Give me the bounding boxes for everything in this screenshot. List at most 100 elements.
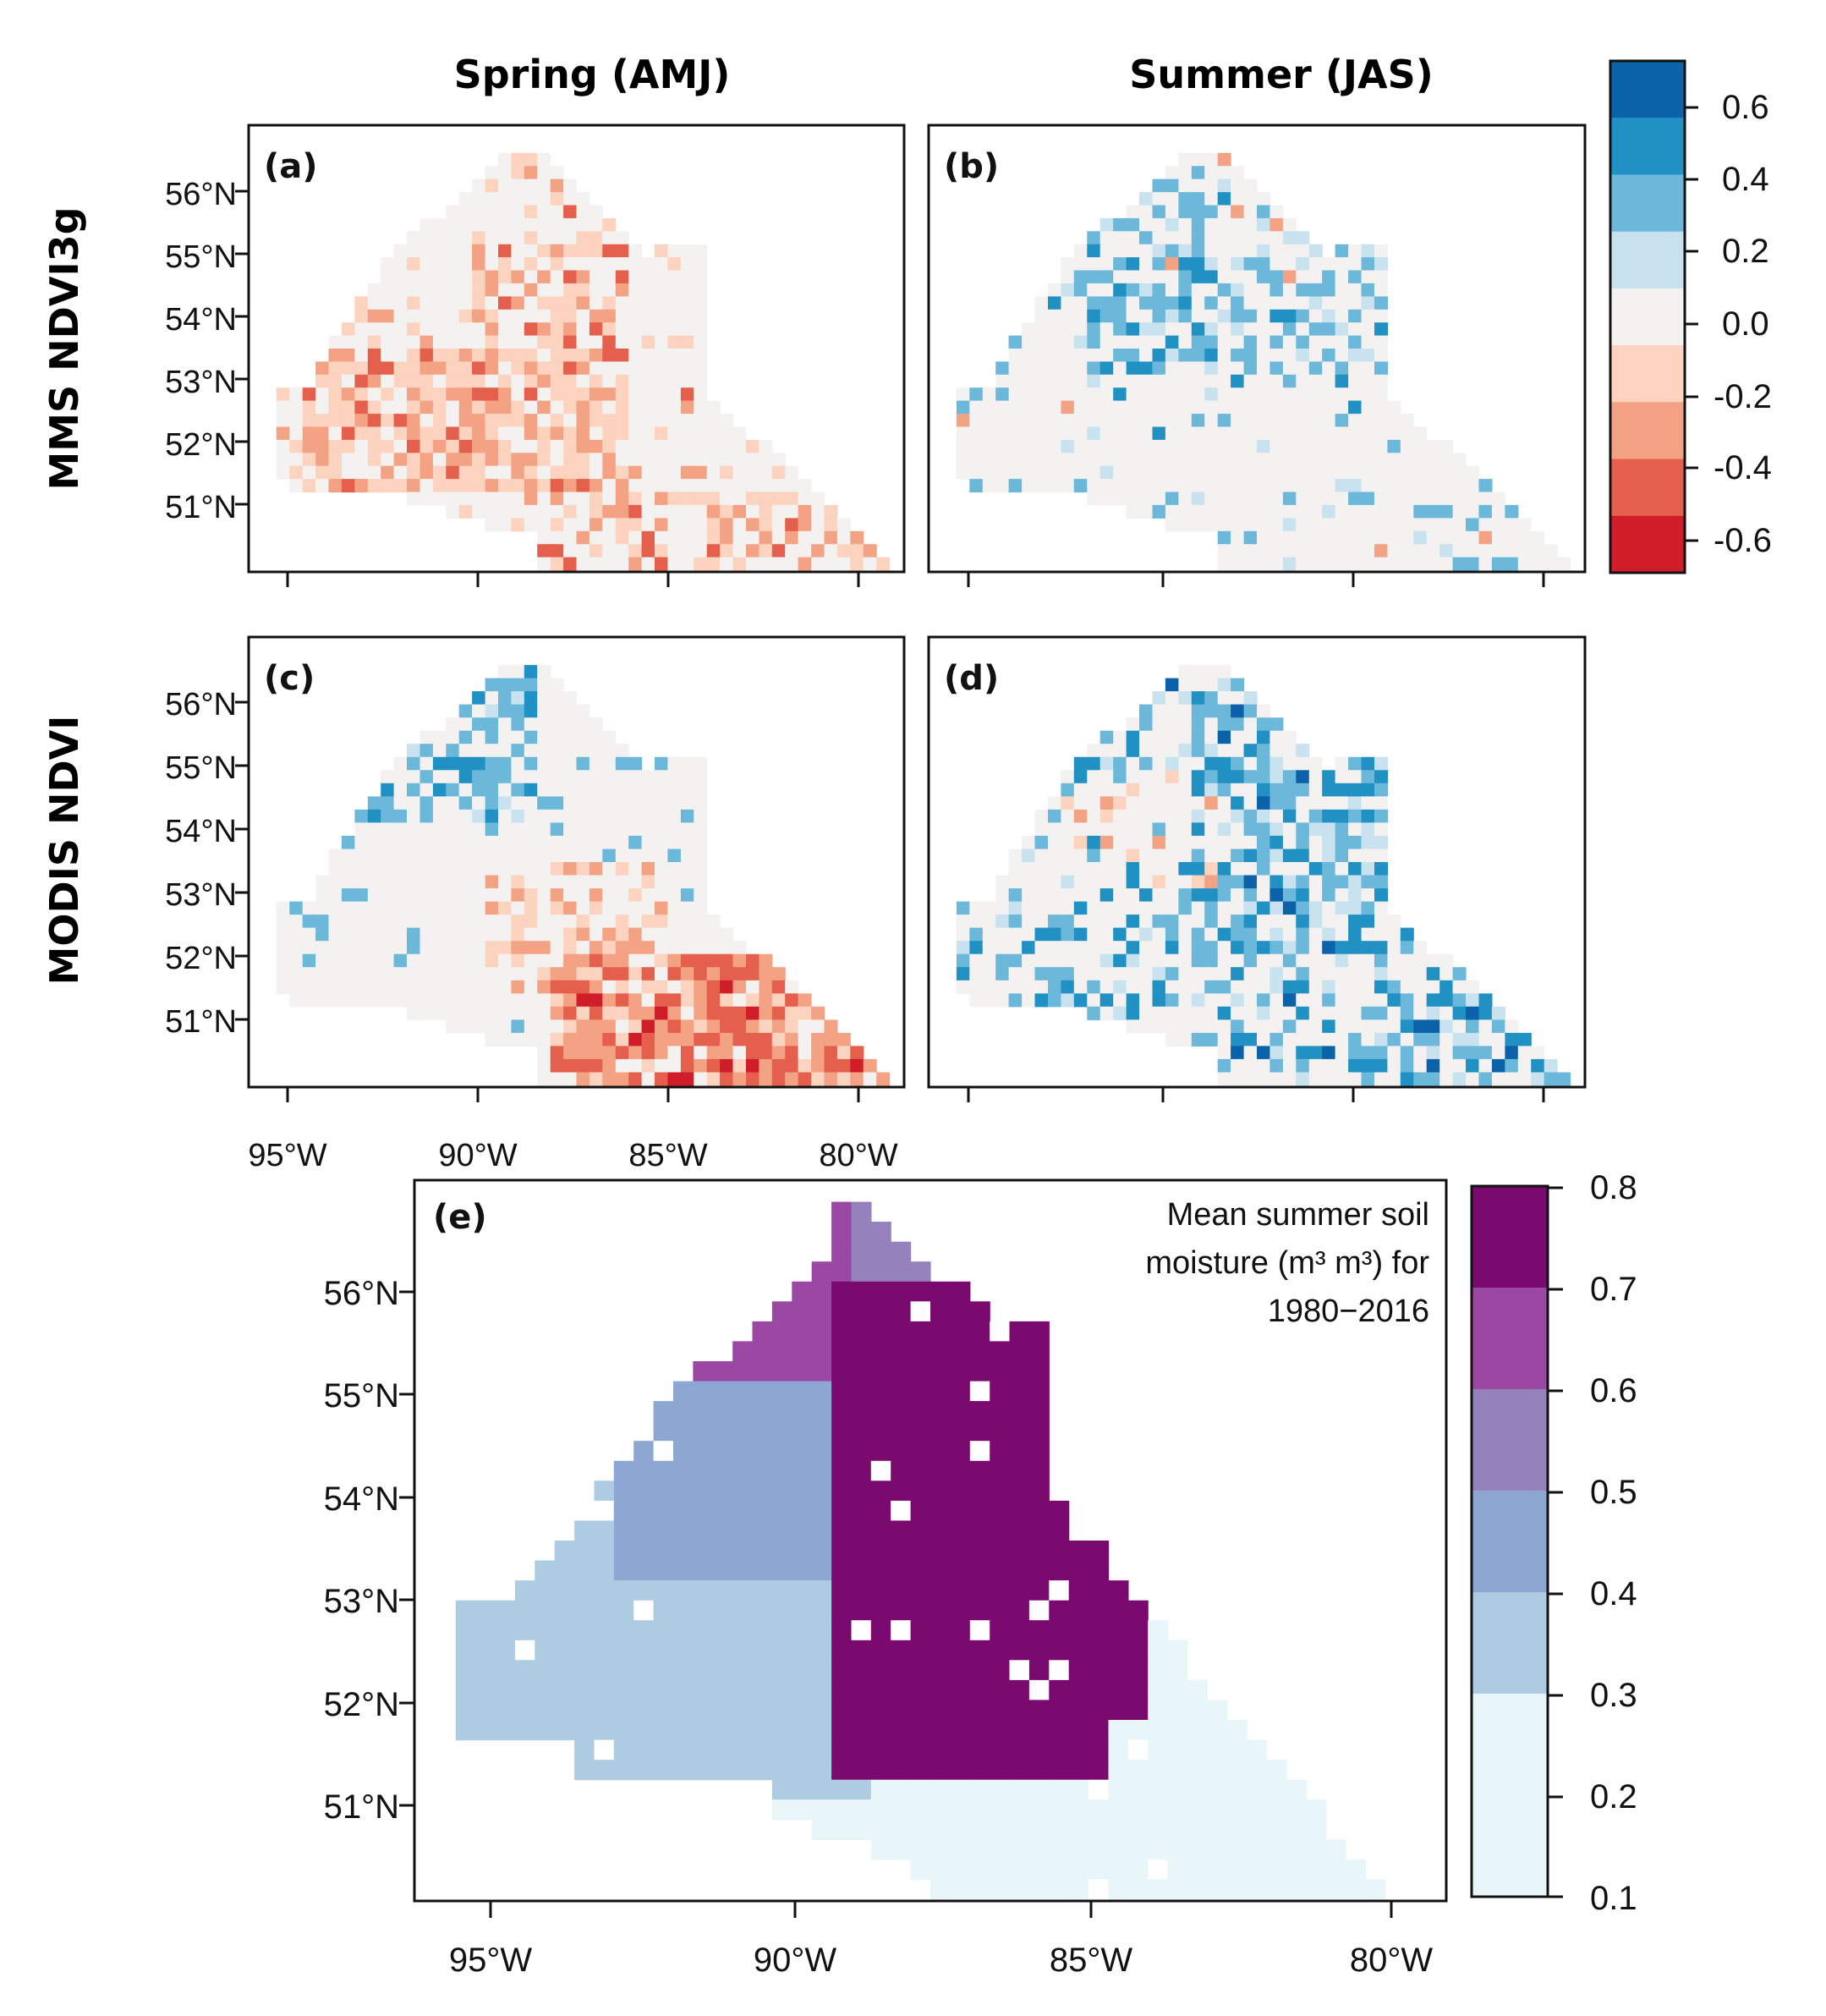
panel-b-cell bbox=[1361, 544, 1375, 558]
panel-d-cell bbox=[1073, 941, 1088, 955]
panel-c-label: (c) bbox=[264, 659, 315, 698]
panel-c-cell bbox=[798, 1006, 812, 1020]
panel-e-cell bbox=[930, 1401, 951, 1422]
panel-b-cell bbox=[1361, 453, 1375, 467]
panel-b-cell bbox=[1439, 492, 1454, 506]
panel-e-cell bbox=[831, 1321, 853, 1343]
panel-a-cell bbox=[667, 349, 682, 362]
panel-c-cell bbox=[550, 993, 564, 1008]
panel-e-cell bbox=[910, 1500, 931, 1522]
panel-c-cell bbox=[771, 1032, 786, 1046]
panel-c-cell bbox=[524, 783, 538, 797]
panel-d-cell bbox=[1374, 849, 1388, 863]
panel-c-cell bbox=[680, 1032, 694, 1046]
panel-c-cell bbox=[602, 744, 617, 758]
panel-d-cell bbox=[1139, 1006, 1153, 1020]
panel-a-cells bbox=[276, 152, 891, 571]
panel-e-cell bbox=[1049, 1600, 1070, 1621]
panel-a-cell bbox=[706, 492, 721, 506]
panel-a-cell bbox=[771, 479, 786, 493]
panel-d-cell bbox=[1113, 744, 1127, 758]
panel-d-cell bbox=[1348, 1046, 1363, 1060]
panel-b-cell bbox=[1374, 257, 1388, 272]
panel-c-cell bbox=[576, 730, 590, 744]
panel-c-cell bbox=[511, 993, 525, 1008]
panel-d-cell bbox=[1191, 783, 1205, 797]
panel-c-cell bbox=[628, 953, 643, 968]
panel-c-cell bbox=[680, 796, 694, 810]
panel-a-cell bbox=[771, 557, 786, 571]
panel-c-cell bbox=[341, 849, 355, 863]
panel-c-cell bbox=[628, 967, 643, 981]
panel-e-cell bbox=[613, 1679, 634, 1701]
panel-d-cell bbox=[1282, 730, 1297, 744]
panel-b-cell bbox=[982, 400, 996, 415]
panel-e-cell bbox=[1266, 1859, 1287, 1881]
panel-b-cell bbox=[1374, 283, 1388, 297]
panel-a-cell bbox=[746, 453, 759, 467]
panel-e-cell bbox=[891, 1321, 912, 1343]
panel-b-cell bbox=[1243, 530, 1258, 545]
panel-e-cell bbox=[712, 1381, 733, 1402]
panel-c-cell bbox=[602, 941, 617, 955]
panel-b-cell bbox=[1008, 453, 1023, 467]
panel-b-cell bbox=[1269, 453, 1284, 467]
panel-b-cell bbox=[1113, 335, 1127, 349]
panel-a-cell bbox=[576, 257, 590, 272]
panel-b-cell bbox=[1217, 479, 1231, 493]
panel-d-cell bbox=[982, 953, 996, 968]
cbar-top-label-neg0.4: -0.4 bbox=[1714, 449, 1772, 486]
panel-b-cell bbox=[1361, 387, 1375, 402]
panel-c-cell bbox=[419, 1006, 434, 1020]
panel-b-cell bbox=[1335, 283, 1349, 297]
panel-d-cell bbox=[1348, 835, 1363, 849]
panel-e-cell bbox=[495, 1600, 516, 1621]
panel-a-cell bbox=[354, 361, 369, 376]
panel-c-cell bbox=[498, 927, 512, 942]
panel-b-cell bbox=[1139, 504, 1153, 519]
panel-d-cell bbox=[1139, 980, 1153, 994]
panel-e-cell bbox=[1247, 1799, 1268, 1821]
panel-c-cell bbox=[667, 770, 682, 784]
panel-e-cell bbox=[712, 1660, 733, 1681]
panel-b-cell bbox=[1073, 361, 1088, 376]
cbar-bot-label-0.5: 0.5 bbox=[1590, 1474, 1637, 1511]
panel-e-cell bbox=[1325, 1839, 1346, 1860]
panel-e-cell bbox=[535, 1679, 556, 1701]
panel-a-cell bbox=[485, 349, 499, 362]
panel-a-cell bbox=[432, 400, 447, 415]
panel-c-cell bbox=[537, 953, 551, 968]
panel-c-cell bbox=[328, 941, 343, 955]
panel-a-cell bbox=[472, 439, 486, 453]
panel-b-cell bbox=[1204, 426, 1219, 441]
panel-c-cell bbox=[446, 901, 460, 915]
panel-c-cell bbox=[771, 980, 786, 994]
panel-b-cell bbox=[1048, 349, 1061, 362]
panel-a-cell bbox=[458, 231, 473, 245]
panel-d-cell bbox=[956, 980, 970, 994]
panel-e-cell bbox=[1325, 1859, 1346, 1881]
panel-a-cell bbox=[407, 492, 420, 506]
panel-a-cell bbox=[485, 257, 499, 272]
panel-c-cell bbox=[432, 849, 447, 863]
panel-a-cell bbox=[655, 518, 668, 532]
panel-d-cell bbox=[1257, 1046, 1270, 1060]
panel-c-cell bbox=[798, 1032, 812, 1046]
panel-e-cell bbox=[1187, 1779, 1208, 1800]
panel-c-cell bbox=[563, 691, 578, 706]
panel-a-cell bbox=[354, 374, 369, 388]
panel-a-cell bbox=[498, 349, 512, 362]
panel-c-cell bbox=[836, 1046, 851, 1060]
panel-c-cell bbox=[511, 835, 525, 849]
panel-c-cell bbox=[615, 835, 629, 849]
lat-label-52-mid: 52°N bbox=[165, 941, 237, 976]
panel-c-cell bbox=[667, 1019, 682, 1034]
panel-a-cell bbox=[680, 309, 694, 323]
panel-e-cell bbox=[693, 1700, 714, 1721]
panel-d-cell bbox=[1152, 901, 1166, 915]
panel-c-cell bbox=[289, 901, 304, 915]
panel-e-cell bbox=[811, 1301, 832, 1322]
panel-d-cell bbox=[1008, 862, 1023, 876]
panel-c-cell bbox=[485, 1019, 499, 1034]
panel-b-cell bbox=[1282, 400, 1297, 415]
